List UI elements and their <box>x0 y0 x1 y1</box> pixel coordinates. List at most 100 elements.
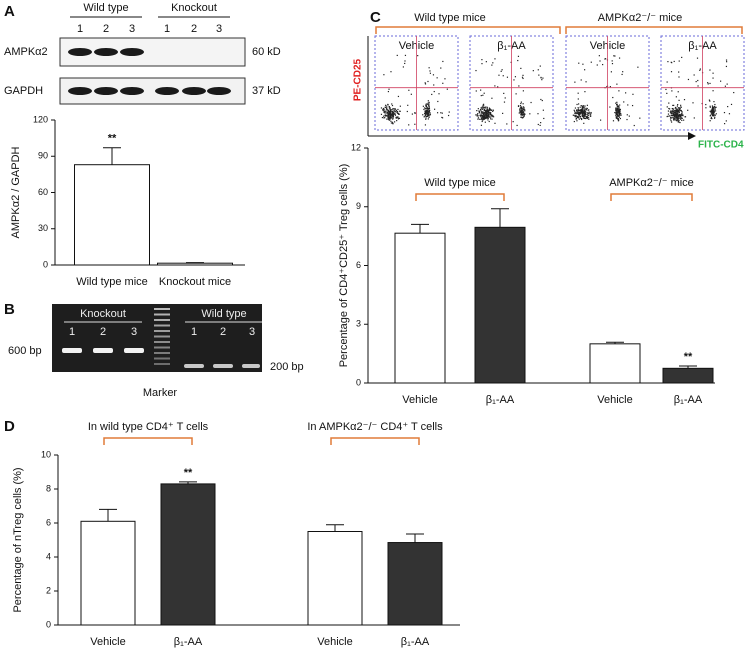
ladder-band <box>154 313 170 316</box>
flow-dot <box>709 69 711 71</box>
flow-dot <box>677 107 679 109</box>
flow-dot <box>427 100 429 102</box>
flow-dot <box>423 107 426 109</box>
flow-dot <box>486 111 488 113</box>
flow-dot <box>389 109 392 111</box>
flow-dot <box>390 120 392 122</box>
bar <box>80 520 136 626</box>
flow-dot <box>484 109 486 111</box>
flow-arrow <box>688 132 696 140</box>
flow-dot <box>614 111 616 114</box>
flow-dot <box>582 106 584 108</box>
flow-dot <box>389 107 391 109</box>
flow-dot <box>576 110 578 112</box>
flow-dot <box>720 80 722 82</box>
flow-dot <box>387 104 389 106</box>
flow-dot <box>384 114 386 116</box>
flow-dot <box>677 109 679 111</box>
flow-dot <box>485 112 487 115</box>
flow-dot <box>521 117 523 119</box>
flow-dot <box>580 108 582 111</box>
flow-dot <box>488 111 490 114</box>
flow-dot <box>680 116 682 118</box>
flow-dot <box>619 108 621 111</box>
flow-dot <box>520 114 522 116</box>
y-tick-label: 0 <box>356 377 361 387</box>
flow-dot <box>425 113 427 116</box>
flow-dot <box>485 111 487 114</box>
flow-dot <box>481 118 483 120</box>
flow-dot <box>668 102 670 104</box>
flow-dot <box>483 109 485 112</box>
flow-dot <box>529 113 531 115</box>
flow-dot <box>588 118 590 120</box>
flow-dot <box>488 113 490 115</box>
flow-dot <box>396 110 399 113</box>
flow-dot <box>612 120 615 122</box>
lane-number: 3 <box>216 23 222 35</box>
flow-dot <box>574 107 577 109</box>
flow-dot <box>673 110 675 112</box>
flow-dot <box>584 91 586 93</box>
flow-dot <box>491 116 493 118</box>
lane-number: 2 <box>220 326 226 338</box>
flow-dot <box>677 116 679 118</box>
flow-dot <box>482 107 484 109</box>
flow-dot <box>520 67 522 69</box>
flow-dot <box>584 115 586 117</box>
flow-dot <box>515 93 517 95</box>
flow-dot <box>502 75 504 77</box>
flow-dot <box>678 107 680 109</box>
flow-dot <box>501 69 503 71</box>
flow-dot <box>392 110 394 113</box>
flow-dot <box>393 108 395 110</box>
flow-dot <box>484 107 486 109</box>
flow-dot <box>677 119 679 121</box>
flow-dot <box>676 110 678 112</box>
flow-dot <box>619 117 622 120</box>
flow-dot <box>675 113 678 115</box>
flow-dot <box>380 107 383 109</box>
flow-dot <box>382 107 385 110</box>
flow-dot <box>414 123 416 125</box>
flow-dot <box>680 109 682 112</box>
flow-dot <box>483 106 485 108</box>
group-bracket <box>415 193 505 201</box>
ladder-band <box>154 330 170 332</box>
flow-dot <box>673 113 675 115</box>
flow-dot <box>490 114 492 116</box>
ladder-band <box>154 335 170 338</box>
x-tick-label: β₁-AA <box>674 394 703 406</box>
flow-dot <box>425 105 427 108</box>
flow-dot <box>494 85 496 87</box>
flow-dot <box>679 121 681 124</box>
flow-dot <box>479 118 481 120</box>
flow-dot <box>392 115 394 117</box>
flow-dot <box>484 121 486 123</box>
flow-dot <box>670 121 673 123</box>
flow-dot <box>523 106 525 108</box>
flow-dot <box>388 117 390 120</box>
flow-dot <box>502 112 504 114</box>
flow-dot <box>517 59 519 62</box>
gel-marker-label: Marker <box>143 387 178 399</box>
flow-dot <box>727 105 729 108</box>
bar <box>589 343 641 384</box>
flow-dot <box>712 113 714 115</box>
flow-dot <box>676 116 679 119</box>
blot-bands <box>68 48 231 95</box>
flow-dot <box>617 115 620 117</box>
flow-dot <box>387 90 390 93</box>
flow-dot <box>681 111 683 113</box>
flow-dot <box>523 113 525 116</box>
flow-dot <box>485 61 487 63</box>
flow-dot <box>714 107 716 109</box>
flow-dot <box>520 107 522 109</box>
flow-dot <box>584 111 587 113</box>
flow-dot <box>583 112 586 115</box>
flow-dot <box>674 109 676 112</box>
flow-dot <box>687 109 689 111</box>
flow-dot <box>586 112 588 114</box>
flow-dot <box>681 117 683 119</box>
flow-dot <box>385 112 387 114</box>
